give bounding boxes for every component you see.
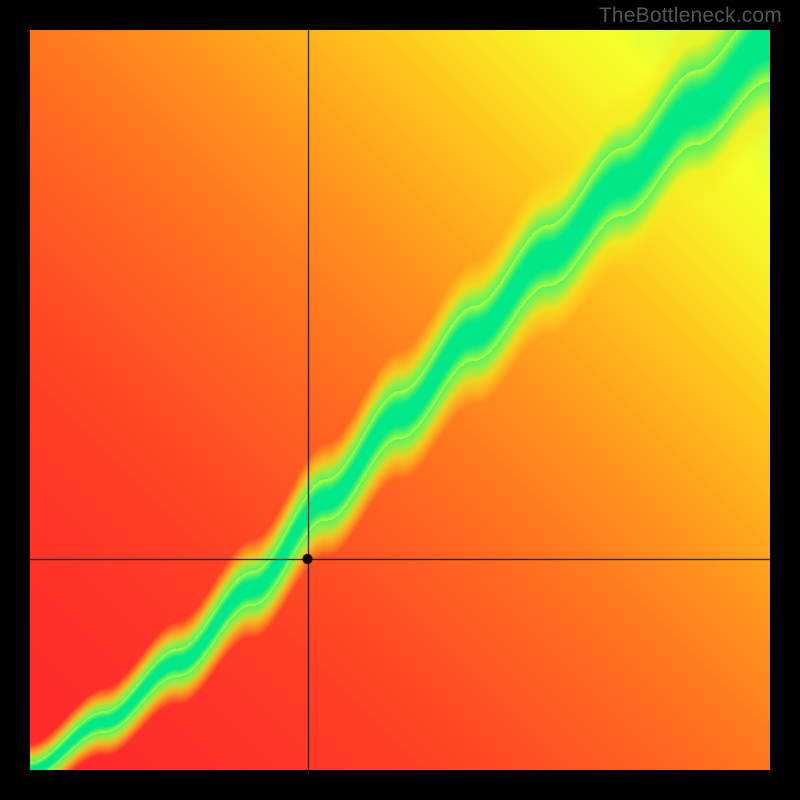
watermark-text: TheBottleneck.com [599, 4, 782, 28]
heatmap-canvas [30, 30, 770, 770]
heatmap-plot [30, 30, 770, 770]
